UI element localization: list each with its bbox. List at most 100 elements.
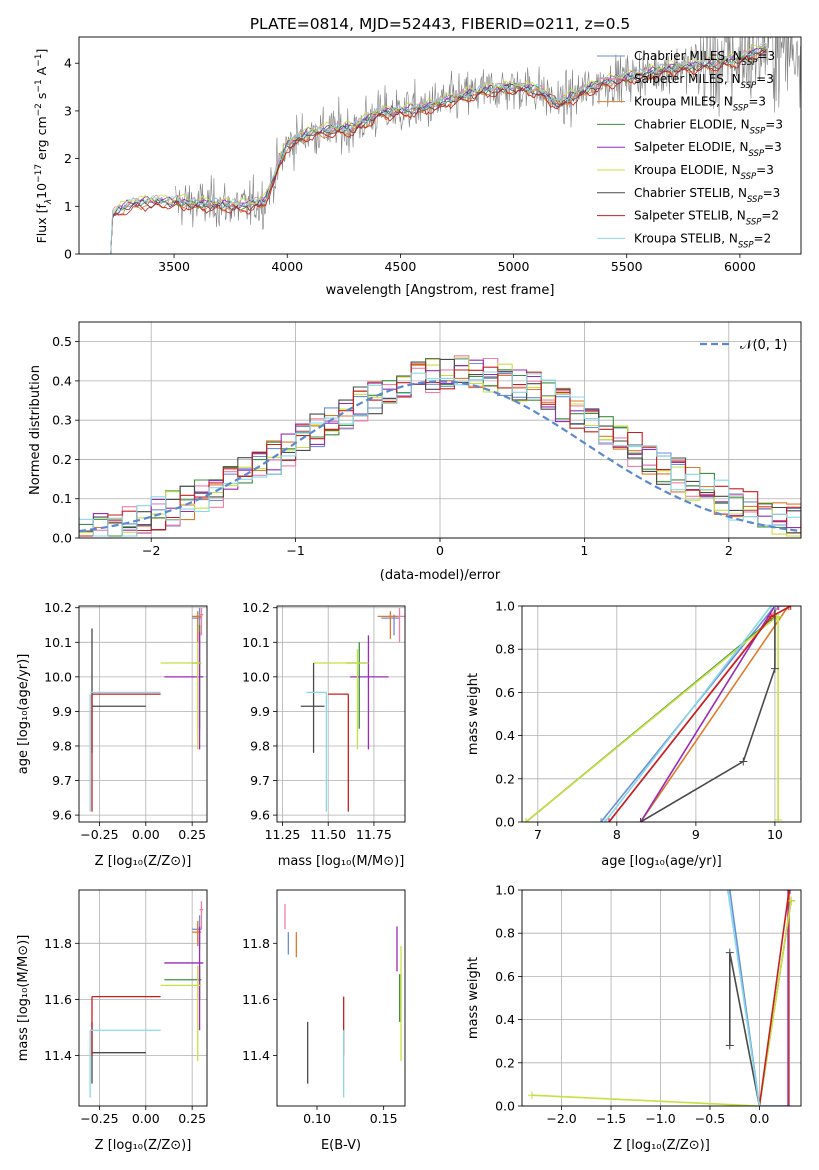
weight-marker	[784, 606, 793, 610]
spectrum-y-label-part: −17	[34, 164, 44, 183]
spectrum-y-label: Flux [fλ10−17 erg cm−2 s−1 A−1]	[34, 49, 54, 244]
y-tick-label: 0.4	[495, 1012, 515, 1027]
weight-marker	[774, 606, 783, 610]
weight-x-label: age [log₁₀(age/yr)]	[601, 854, 722, 869]
legend-sep: ,	[724, 163, 732, 177]
y-tick-label: 0.6	[495, 685, 515, 700]
age-vs-metallicity-panel: −0.25 0.00 0.25 9.6 9.7 9.8 9.9 10.0 10.1 10.2 Z […	[16, 600, 208, 869]
legend-entry: Salpeter MILES, NSSP=3	[634, 72, 774, 91]
y-tick-label: 0.8	[495, 642, 515, 657]
y-tick-label: 11.8	[242, 936, 270, 951]
legend-n: N	[738, 186, 747, 200]
spectrum-x-label: wavelength [Angstrom, rest frame]	[326, 283, 555, 298]
spectrum-y-label-part: −1	[34, 79, 44, 92]
y-tick-label: 9.8	[52, 738, 72, 753]
axes-frame	[521, 605, 802, 823]
histogram-step-line	[79, 358, 801, 537]
weight-marker	[725, 890, 734, 894]
weight-marker	[725, 948, 734, 957]
legend-entry: Chabrier ELODIE, NSSP=3	[634, 117, 783, 136]
y-tick-label: 9.9	[250, 704, 270, 719]
spectrum-lines	[110, 37, 801, 254]
errorbar-series	[89, 901, 204, 1098]
observed-spectrum-line	[174, 37, 801, 230]
legend-sep: ,	[724, 72, 732, 86]
x-tick-label: 11.75	[356, 827, 392, 842]
errorbar-series	[89, 607, 204, 812]
y-tick-label: 11.6	[44, 992, 72, 1007]
legend-n: N	[741, 117, 750, 131]
spectrum-panel: 3500 4000 4500 5000 5500 6000 0 1 2 3 4 wavelength …	[34, 36, 802, 298]
y-tick-label: 0.2	[52, 452, 72, 467]
spectrum-y-label-part: erg cm	[34, 116, 49, 164]
x-tick-label: 3500	[158, 259, 190, 274]
age-vs-mass-panel: 11.25 11.50 11.75 9.6 9.7 9.8 9.9 10.0 10.1 10.2 m…	[242, 600, 406, 869]
legend-ssp: SSP	[750, 126, 766, 136]
weight-x-label: Z [log₁₀(Z/Z⊙)]	[613, 1138, 710, 1153]
legend-nssp: 2	[771, 209, 779, 223]
y-tick-label: 0	[64, 247, 72, 262]
spectrum-y-label-part: s	[34, 93, 49, 104]
legend-nssp: 3	[766, 72, 774, 86]
weight-line	[600, 606, 789, 822]
weight-marker	[604, 818, 613, 822]
x-tick-label: 0.25	[178, 1111, 206, 1126]
y-tick-label: 11.4	[44, 1048, 72, 1063]
weight-marker	[597, 818, 606, 822]
y-tick-label: 1	[64, 199, 72, 214]
legend-entry: Salpeter STELIB, NSSP=2	[634, 209, 779, 228]
y-tick-label: 0.3	[52, 413, 72, 428]
weight-line	[787, 890, 791, 1106]
axes-frame	[276, 605, 406, 823]
legend-nssp: 3	[758, 95, 766, 109]
legend-nssp: 2	[764, 231, 772, 245]
y-tick-label: 10.2	[242, 600, 270, 615]
legend-ssp: SSP	[747, 195, 763, 205]
axes-frame	[78, 889, 208, 1107]
y-tick-label: 9.7	[52, 773, 72, 788]
x-tick-label: 4000	[271, 259, 303, 274]
x-tick-label: 1	[580, 543, 588, 558]
y-tick-label: 3	[64, 103, 72, 118]
weight-y-label: mass weight	[466, 673, 481, 755]
spectrum-y-label-part: A	[34, 66, 49, 79]
y-tick-label: 9.7	[250, 773, 270, 788]
x-tick-label: 0	[436, 543, 444, 558]
weight-marker	[770, 606, 779, 610]
histogram-step-line	[79, 371, 801, 537]
legend-name: Salpeter STELIB	[634, 209, 729, 223]
x-tick-label: 10	[767, 827, 783, 842]
legend-ssp: SSP	[741, 81, 757, 91]
weight-line	[727, 890, 761, 1106]
age-z-y-label: age [log₁₀(age/yr)]	[16, 654, 31, 775]
x-tick-label: −1.5	[596, 1111, 626, 1126]
x-tick-label: −0.5	[695, 1111, 725, 1126]
weight-line	[640, 606, 776, 822]
axes-frame	[78, 605, 208, 823]
x-tick-label: 0.25	[178, 827, 206, 842]
weight-marker	[786, 890, 795, 894]
weight-marker	[522, 818, 530, 822]
x-tick-label: 5500	[611, 259, 643, 274]
legend-eq: =	[756, 72, 766, 86]
weight-marker	[600, 818, 609, 822]
axes-frame	[78, 36, 802, 255]
residuals-x-label: (data-model)/error	[380, 568, 501, 583]
weight-marker	[785, 890, 794, 894]
x-tick-label: 2	[725, 543, 733, 558]
weight-series	[527, 890, 796, 1106]
mass-z-y-label: mass [log₁₀(M/M⊙)]	[16, 935, 31, 1062]
weight-marker	[774, 606, 783, 610]
y-tick-label: 0.0	[495, 815, 515, 830]
legend-name: Kroupa STELIB	[634, 231, 721, 245]
legend-entry: Chabrier STELIB, NSSP=3	[634, 186, 780, 205]
weight-marker	[723, 890, 732, 894]
spectrum-y-label-part: 10	[34, 183, 49, 199]
legend-n: N	[729, 231, 738, 245]
legend-name: Salpeter ELODIE	[634, 140, 732, 154]
mass-ebv-x-label: E(B-V)	[321, 1138, 361, 1153]
spectrum-y-label-part: ]	[34, 49, 49, 54]
x-tick-label: 8	[613, 827, 621, 842]
weight-marker	[785, 606, 794, 610]
